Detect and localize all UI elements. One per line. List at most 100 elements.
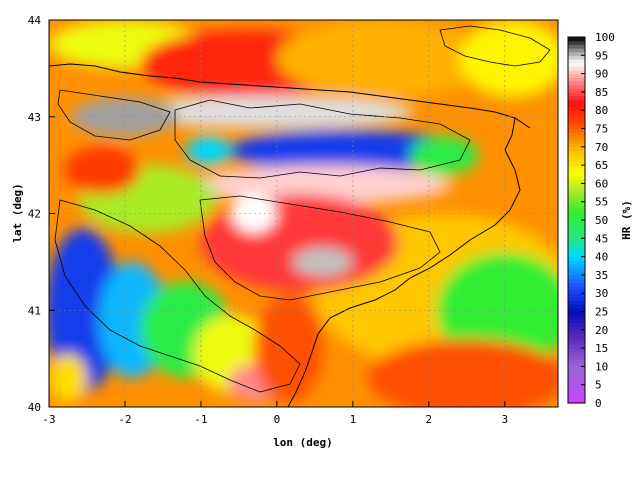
colorbar-tick-label: 95 (595, 49, 608, 62)
colorbar-tick-label: 90 (595, 68, 608, 81)
colorbar-cell (568, 337, 585, 342)
coastline-north (49, 63, 531, 129)
colorbar-title: HR (%) (620, 200, 633, 240)
contour-iberian (54, 199, 301, 393)
humidity-region-23 (254, 295, 323, 403)
colorbar-cell (568, 124, 585, 130)
contour-balearic (439, 25, 551, 67)
colorbar-tick-label: 40 (595, 251, 608, 264)
colorbar-cell (568, 106, 585, 111)
colorbar-cell (568, 271, 585, 276)
colorbar-tick-label: 80 (595, 104, 608, 117)
x-axis: -3 -2 -1 0 1 2 3 (42, 401, 508, 426)
colorbar-ticks: 0 5 10 15 20 25 30 35 40 45 50 55 60 65 70 75 80 85 90 95 10… (581, 31, 615, 410)
humidity-region-5 (436, 252, 558, 369)
y-tick-label: 42 (28, 208, 41, 221)
x-axis-title: lon (deg) (273, 436, 333, 449)
colorbar-cell (568, 172, 585, 177)
plot-area (48, 19, 559, 408)
colorbar-cell (568, 110, 585, 115)
colorbar-cell (568, 84, 585, 89)
colorbar-tick-label: 0 (595, 397, 602, 410)
colorbar-cell (568, 165, 585, 170)
colorbar-cell (568, 256, 585, 261)
coastline-east (287, 117, 521, 407)
colorbar-cell (568, 47, 585, 53)
contour-pyrenees (174, 99, 471, 179)
colorbar-cell (568, 66, 585, 71)
colorbar-tick-label: 45 (595, 232, 608, 245)
colorbar-tick-label: 60 (595, 177, 608, 190)
colorbar-cell (568, 381, 585, 386)
humidity-region-10 (409, 136, 479, 175)
colorbar-cell (568, 289, 585, 294)
colorbar-tick-label: 15 (595, 342, 608, 355)
colorbar-cell (568, 150, 585, 155)
colorbar-cell (568, 311, 585, 316)
colorbar-cell (568, 205, 585, 210)
colorbar-cell (568, 223, 585, 228)
colorbar-cell (568, 384, 585, 389)
colorbar-cell (568, 176, 585, 181)
humidity-region-13 (200, 194, 399, 291)
colorbar-cell (568, 245, 585, 250)
colorbar-cell (568, 179, 585, 184)
colorbar-cell (568, 121, 585, 126)
x-tick-label: -1 (194, 413, 207, 426)
colorbar-cell (568, 161, 585, 166)
colorbar-cell (568, 157, 585, 163)
humidity-region-9 (227, 129, 464, 172)
colorbar-cell (568, 377, 585, 382)
colorbar-cell (568, 285, 585, 291)
colorbar-cell (568, 359, 585, 364)
colorbar-cell (568, 183, 585, 188)
colorbar-cell (568, 143, 585, 148)
y-tick-label: 44 (28, 14, 42, 27)
x-tick-label: 3 (502, 413, 509, 426)
colorbar-cell (568, 296, 585, 302)
colorbar-tick-label: 25 (595, 306, 608, 319)
colorbar-cell (568, 344, 585, 349)
y-tick-label: 43 (28, 111, 41, 124)
colorbar-cell (568, 88, 585, 93)
colorbar-cell (568, 77, 585, 82)
colorbar-tick-label: 65 (595, 159, 608, 172)
colorbar-cell (568, 102, 585, 108)
colorbar-cell (568, 322, 585, 327)
colorbar-cell (568, 304, 585, 309)
colorbar-cell (568, 315, 585, 320)
contour-ebro (199, 195, 441, 301)
colorbar-cell (568, 55, 585, 60)
colorbar-cell (568, 187, 585, 192)
humidity-region-17 (64, 145, 141, 195)
colorbar-cell (568, 135, 585, 141)
colorbar-cell (568, 209, 585, 214)
y-tick-label: 41 (28, 304, 41, 317)
colorbar-cell (568, 69, 585, 75)
colorbar-cell (568, 238, 585, 243)
colorbar-cell (568, 329, 585, 335)
colorbar-tick-label: 70 (595, 141, 608, 154)
colorbar-tick-label: 30 (595, 287, 608, 300)
humidity-region-12 (193, 165, 452, 204)
colorbar-tick-label: 20 (595, 324, 608, 337)
colorbar-cell (568, 91, 585, 97)
humidity-region-14 (292, 247, 353, 277)
colorbar: 0 5 10 15 20 25 30 35 40 45 50 55 60 65 70 75 80 85 90 95 10… (567, 31, 633, 410)
colorbar-cell (568, 252, 585, 258)
colorbar-cell (568, 399, 585, 404)
humidity-region-3 (459, 20, 558, 98)
colorbar-cell (568, 373, 585, 378)
x-tick-label: 0 (274, 413, 281, 426)
colorbar-cell (568, 249, 585, 254)
colorbar-cell (568, 348, 585, 353)
colorbar-cell (568, 351, 585, 357)
colorbar-cell (568, 241, 585, 247)
colorbar-cell (568, 201, 585, 206)
humidity-region-2 (276, 20, 490, 98)
colorbar-cell (568, 132, 585, 137)
colorbar-cell (568, 307, 585, 313)
colorbar-cell (568, 355, 585, 360)
